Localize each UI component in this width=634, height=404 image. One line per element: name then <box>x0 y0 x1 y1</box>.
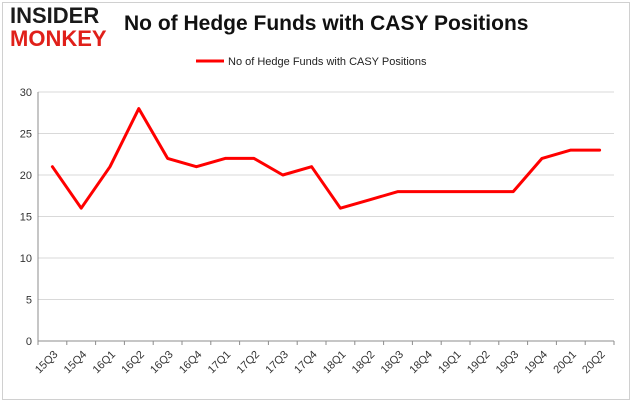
x-tick-label-15Q4: 15Q4 <box>62 349 90 377</box>
x-tick-labels: 15Q3 15Q4 16Q1 16Q2 16Q3 16Q4 17Q1 17Q2 17Q3 17Q4… <box>33 349 608 377</box>
y-tick-label-20: 20 <box>20 170 32 182</box>
x-tick-label-20Q2: 20Q2 <box>580 349 608 377</box>
logo-line-2: MONKEY <box>10 26 107 51</box>
x-tick-label-18Q4: 18Q4 <box>407 349 435 377</box>
chart-title: No of Hedge Funds with CASY Positions <box>124 12 529 35</box>
y-tick-label-0: 0 <box>26 336 32 348</box>
x-tick-label-16Q2: 16Q2 <box>119 349 147 377</box>
y-tick-labels: 0 5 10 15 20 25 30 <box>20 87 32 348</box>
axes <box>37 92 615 345</box>
series-lines <box>50 107 602 210</box>
x-tick-label-16Q3: 16Q3 <box>148 349 176 377</box>
series-line-0 <box>50 107 602 210</box>
x-tick-label-15Q3: 15Q3 <box>33 349 61 377</box>
logo-line-1: INSIDER <box>10 3 100 28</box>
x-tick-label-17Q2: 17Q2 <box>235 349 263 377</box>
x-tick-label-18Q3: 18Q3 <box>379 349 407 377</box>
chart-frame <box>2 2 630 400</box>
legend-label: No of Hedge Funds with CASY Positions <box>228 56 427 68</box>
x-tick-label-19Q3: 19Q3 <box>494 349 522 377</box>
x-tick-label-18Q2: 18Q2 <box>350 349 378 377</box>
x-tick-label-16Q4: 16Q4 <box>177 349 205 377</box>
y-tick-label-25: 25 <box>20 129 32 141</box>
insider-monkey-logo: INSIDER MONKEY <box>10 4 114 50</box>
y-tick-label-5: 5 <box>26 295 32 307</box>
legend: No of Hedge Funds with CASY Positions <box>196 56 427 68</box>
x-tick-label-18Q1: 18Q1 <box>321 349 349 377</box>
x-tick-label-19Q4: 19Q4 <box>523 349 551 377</box>
x-tick-label-17Q1: 17Q1 <box>206 349 234 377</box>
grid-lines <box>38 91 614 300</box>
x-tick-label-19Q1: 19Q1 <box>436 349 464 377</box>
x-tick-label-19Q2: 19Q2 <box>465 349 493 377</box>
y-tick-label-15: 15 <box>20 212 32 224</box>
x-tick-label-17Q3: 17Q3 <box>263 349 291 377</box>
x-tick-label-20Q1: 20Q1 <box>551 349 579 377</box>
y-tick-label-30: 30 <box>20 87 32 99</box>
x-tick-label-16Q1: 16Q1 <box>91 349 119 377</box>
y-tick-label-10: 10 <box>20 253 32 265</box>
x-tick-label-17Q4: 17Q4 <box>292 349 320 377</box>
